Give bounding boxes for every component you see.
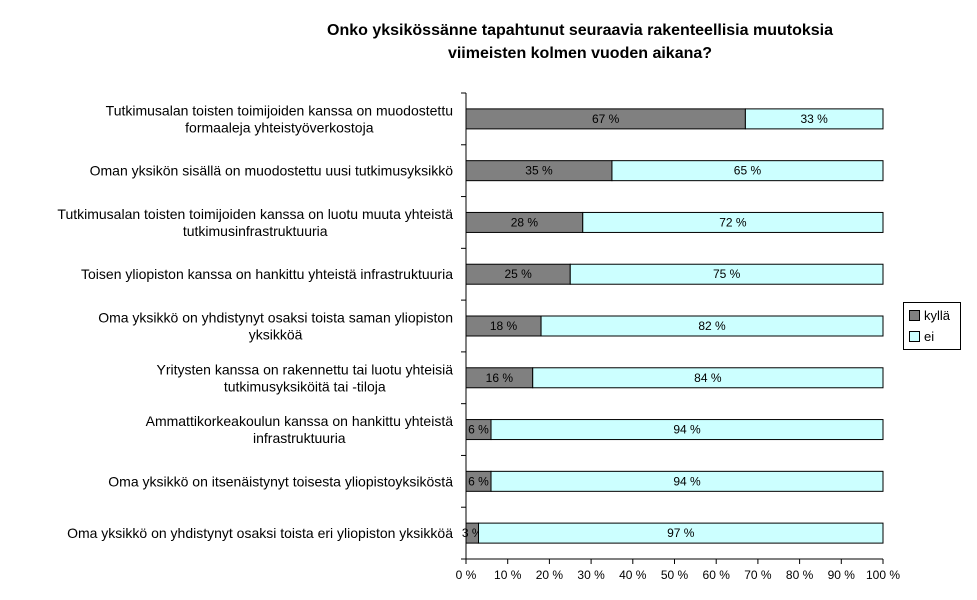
data-label-kylla: 6 % <box>468 423 489 437</box>
data-label-kylla: 3 % <box>462 526 483 540</box>
data-label-ei: 72 % <box>719 215 747 229</box>
bar-ei <box>744 108 884 130</box>
category-label: Toisen yliopiston kanssa on hankittu yht… <box>81 266 453 282</box>
data-label-kylla: 67 % <box>592 112 620 126</box>
x-tick-label: 50 % <box>661 568 689 582</box>
category-label: Oma yksikkö on yhdistynyt osaksi toista … <box>98 310 453 343</box>
legend-label-kylla: kyllä <box>924 308 951 323</box>
chart-title-line-2: viimeisten kolmen vuoden aikana? <box>447 45 713 62</box>
bar-ei <box>569 263 884 285</box>
x-tick-label: 10 % <box>494 568 522 582</box>
data-label-ei: 94 % <box>673 423 701 437</box>
data-label-ei: 65 % <box>734 164 762 178</box>
category-label: Tutkimusalan toisten toimijoiden kanssa … <box>106 102 453 135</box>
bar-ei <box>611 160 884 182</box>
x-tick-label: 70 % <box>744 568 772 582</box>
bar-ei <box>490 470 884 492</box>
data-label-kylla: 16 % <box>486 371 514 385</box>
data-label-kylla: 25 % <box>504 267 532 281</box>
bar-ei <box>540 315 884 337</box>
data-label-ei: 82 % <box>698 319 726 333</box>
category-label: Tutkimusalan toisten toimijoiden kanssa … <box>57 206 453 239</box>
bar-ei <box>532 367 884 389</box>
x-tick-label: 30 % <box>577 568 605 582</box>
category-label: Oman yksikön sisällä on muodostettu uusi… <box>90 163 454 179</box>
data-label-kylla: 28 % <box>511 215 539 229</box>
x-tick-label: 20 % <box>536 568 564 582</box>
data-label-kylla: 18 % <box>490 319 518 333</box>
data-label-kylla: 35 % <box>525 164 553 178</box>
chart-title-line-1: Onko yksikössänne tapahtunut seuraavia r… <box>327 22 833 39</box>
data-label-ei: 97 % <box>667 526 695 540</box>
category-label: Ammattikorkeakoulun kanssa on hankittu y… <box>146 413 454 446</box>
category-label: Oma yksikkö on yhdistynyt osaksi toista … <box>67 525 453 541</box>
legend: kyllä ei <box>903 302 961 350</box>
x-tick-label: 100 % <box>866 568 900 582</box>
legend-item-ei: ei <box>909 329 934 344</box>
x-tick-label: 60 % <box>703 568 731 582</box>
x-tick-label: 90 % <box>828 568 856 582</box>
legend-label-ei: ei <box>924 329 935 344</box>
legend-swatch-kylla <box>909 310 920 321</box>
legend-swatch-ei <box>909 331 920 342</box>
bar-ei <box>478 522 884 544</box>
data-label-kylla: 6 % <box>468 474 489 488</box>
category-label: Oma yksikkö on itsenäistynyt toisesta yl… <box>108 473 453 489</box>
data-label-ei: 75 % <box>713 267 741 281</box>
x-tick-label: 0 % <box>456 568 477 582</box>
category-label: Yritysten kanssa on rakennettu tai luotu… <box>156 361 453 394</box>
x-tick-label: 80 % <box>786 568 814 582</box>
data-label-ei: 94 % <box>673 474 701 488</box>
data-label-ei: 33 % <box>801 112 829 126</box>
legend-item-kylla: kyllä <box>909 308 950 323</box>
bar-ei <box>582 211 884 233</box>
chart-title: Onko yksikössänne tapahtunut seuraavia r… <box>220 19 940 65</box>
data-label-ei: 84 % <box>694 371 722 385</box>
bar-ei <box>490 419 884 441</box>
x-tick-label: 40 % <box>619 568 647 582</box>
